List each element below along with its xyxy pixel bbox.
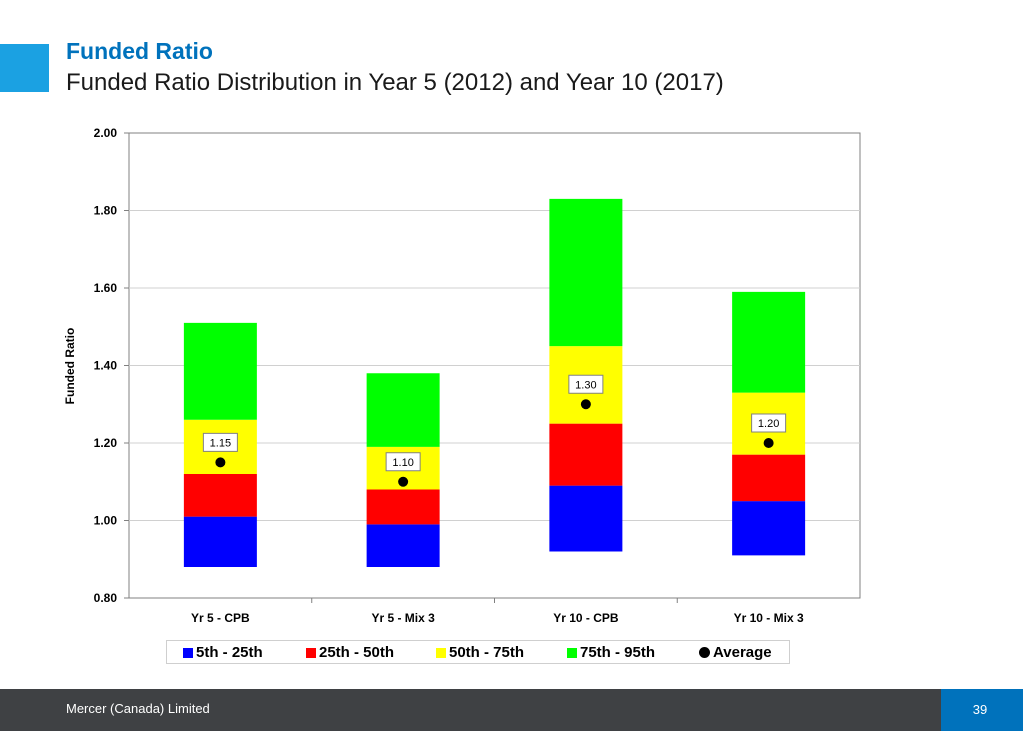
- bar-segment-5th-25th: [549, 485, 623, 552]
- legend-swatch-red: [306, 647, 316, 658]
- footer-company: Mercer (Canada) Limited: [66, 701, 210, 716]
- average-marker: [398, 476, 409, 487]
- legend-label: 25th - 50th: [319, 644, 395, 661]
- footer-bar: Mercer (Canada) Limited 39: [0, 689, 1023, 731]
- x-tick-label: Yr 10 - Mix 3: [734, 611, 804, 625]
- bar-segment-75th-95th: [732, 291, 806, 393]
- legend-swatch-green: [567, 647, 577, 658]
- average-marker: [763, 438, 774, 448]
- legend-label: 75th - 95th: [580, 644, 656, 661]
- y-tick-label: 1.40: [94, 359, 118, 373]
- y-tick-label: 1.20: [94, 436, 118, 450]
- bar-segment-25th-50th: [549, 423, 623, 486]
- bar-segment-75th-95th: [549, 198, 623, 347]
- average-data-label: 1.20: [758, 418, 779, 430]
- average-marker: [215, 457, 226, 468]
- bar-segment-75th-95th: [366, 373, 440, 447]
- bar-segment-5th-25th: [366, 524, 440, 567]
- y-axis-label: Funded Ratio: [63, 328, 77, 405]
- bar-segment-5th-25th: [732, 501, 806, 556]
- accent-block: [0, 44, 49, 92]
- y-tick-label: 1.80: [94, 204, 118, 218]
- bar-segment-25th-50th: [732, 454, 806, 502]
- bar-segment-25th-50th: [366, 489, 440, 525]
- average-data-label: 1.15: [210, 437, 231, 449]
- x-tick-label: Yr 10 - CPB: [553, 611, 619, 625]
- legend-item-25-50: 25th - 50th: [306, 644, 394, 661]
- page-title: Funded Ratio: [66, 38, 213, 64]
- average-data-label: 1.10: [392, 457, 413, 469]
- legend-item-75-95: 75th - 95th: [567, 644, 655, 661]
- bar-segment-25th-50th: [183, 474, 257, 517]
- chart-legend: 5th - 25th 25th - 50th 50th - 75th 75th …: [166, 640, 790, 664]
- average-markers: 1.15 1.10 1.30 1.20: [202, 374, 787, 487]
- legend-swatch-yellow: [436, 647, 446, 658]
- y-tick-label: 0.80: [94, 591, 118, 605]
- average-data-label: 1.30: [575, 379, 596, 391]
- legend-item-50-75: 50th - 75th: [436, 644, 524, 661]
- x-tick-label: Yr 5 - CPB: [191, 611, 250, 625]
- legend-item-5-25: 5th - 25th: [183, 644, 263, 661]
- average-marker: [580, 399, 591, 410]
- legend-dot-icon: [699, 647, 710, 658]
- legend-label: Average: [713, 644, 772, 661]
- legend-swatch-blue: [183, 647, 193, 658]
- page-number-box: 39: [941, 689, 1023, 731]
- x-tick-label: Yr 5 - Mix 3: [371, 611, 435, 625]
- legend-label: 5th - 25th: [196, 644, 263, 661]
- average-label-box: [202, 432, 238, 452]
- x-axis-ticks: Yr 5 - CPB Yr 5 - Mix 3 Yr 10 - CPB Yr 10 -…: [191, 598, 804, 625]
- page-subtitle: Funded Ratio Distribution in Year 5 (201…: [66, 69, 724, 96]
- funded-ratio-chart: 1.15 1.10 1.30 1.20 0.80 1.00 1.20 1.40 1.60 1.8…: [63, 126, 861, 625]
- bar-segment-75th-95th: [183, 322, 257, 420]
- y-axis-ticks: 0.80 1.00 1.20 1.40 1.60 1.80 2.00: [94, 126, 129, 605]
- average-label-box: [385, 452, 421, 472]
- y-tick-label: 1.60: [94, 281, 118, 295]
- page-number: 39: [972, 702, 988, 717]
- y-tick-label: 1.00: [94, 514, 118, 528]
- legend-item-average: Average: [699, 644, 772, 661]
- average-label-box: [751, 413, 787, 433]
- bar-segment-5th-25th: [183, 516, 257, 567]
- average-label-box: [568, 374, 604, 394]
- y-tick-label: 2.00: [94, 126, 118, 140]
- legend-label: 50th - 75th: [449, 644, 525, 661]
